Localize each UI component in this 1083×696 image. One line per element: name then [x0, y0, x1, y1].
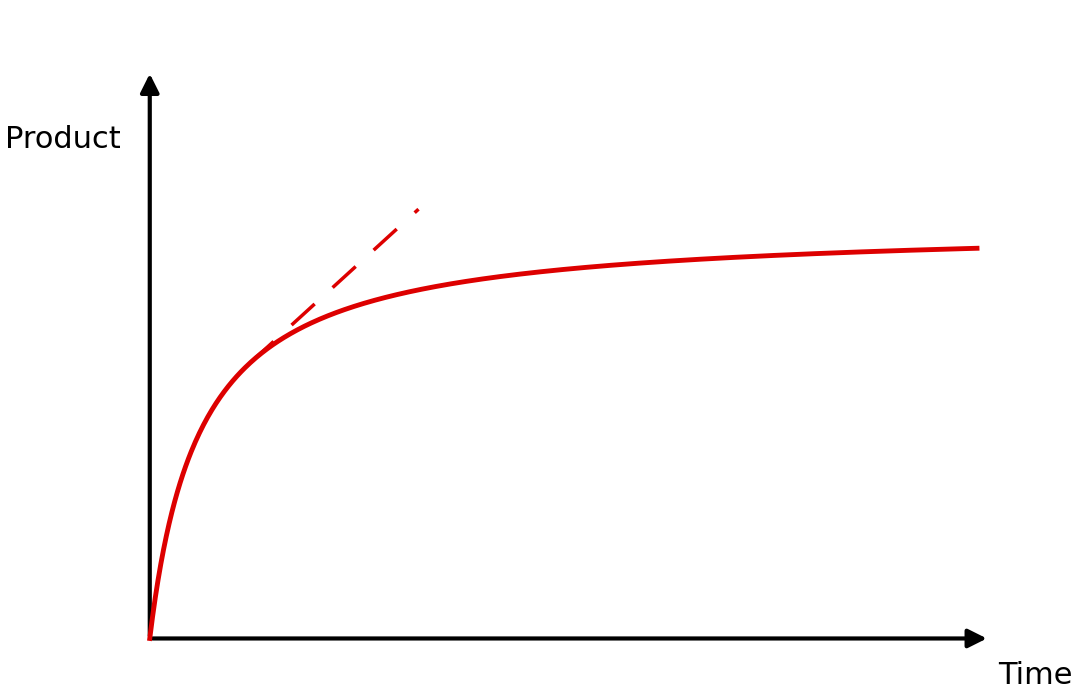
Text: Product: Product [4, 125, 120, 154]
Text: Time: Time [999, 661, 1072, 690]
